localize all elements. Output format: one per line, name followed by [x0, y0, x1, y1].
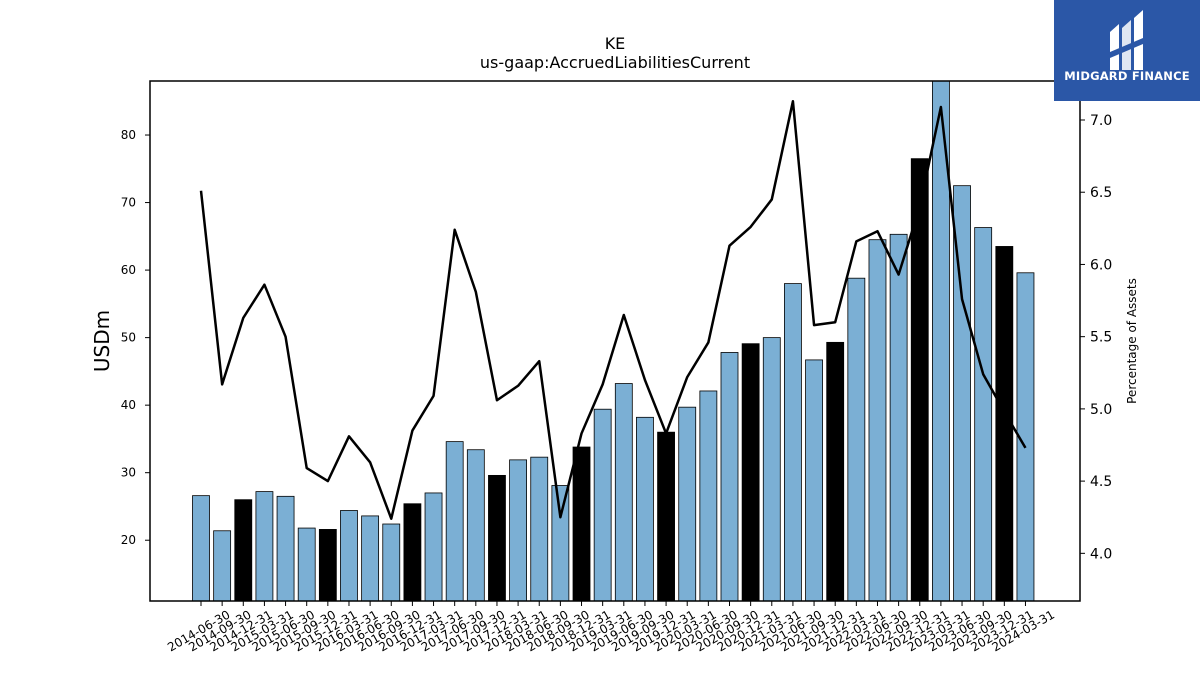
x-axis: 2014-06-302014-09-302014-12-312015-03-31…	[165, 601, 1057, 654]
bar-2019-09-30	[636, 416, 654, 602]
bar-2015-06-30	[276, 495, 295, 602]
bar-2016-09-30	[382, 523, 401, 602]
y-tick-label: 70	[121, 196, 136, 210]
bar-2014-09-30	[213, 530, 232, 602]
y-tick-label: 50	[121, 331, 136, 345]
bar-2015-03-31	[255, 491, 274, 602]
chart-title: KE	[605, 34, 626, 53]
bar-2018-03-31	[509, 459, 528, 602]
bar-2018-06-30	[530, 456, 549, 602]
bar-2017-09-30	[466, 449, 485, 602]
bar-2019-12-31	[657, 431, 675, 602]
bar-2021-09-30	[805, 359, 823, 602]
bar-2021-03-31	[762, 337, 781, 602]
bar-2019-06-30	[614, 383, 633, 602]
bar-2022-03-31	[847, 277, 866, 602]
chart-subtitle: us-gaap:AccruedLiabilitiesCurrent	[480, 53, 750, 72]
bar-2022-06-30	[868, 239, 887, 602]
bar-2017-12-31	[488, 474, 506, 602]
bar-series	[192, 80, 1035, 602]
bar-2015-12-31	[318, 529, 337, 602]
y-axis-label: USDm	[90, 310, 114, 372]
bar-2014-06-30	[192, 495, 210, 602]
y-axis-right: 4.0 4.5 5.0 5.5 6.0 6.5 7.0	[1080, 113, 1112, 562]
bar-2019-03-31	[593, 408, 612, 602]
y2-tick-label: 5.0	[1090, 402, 1112, 418]
y2-tick-label: 5.5	[1090, 330, 1112, 346]
y-tick-label: 60	[121, 263, 136, 277]
y2-tick-label: 7.0	[1090, 113, 1112, 129]
bar-2018-09-30	[551, 485, 570, 602]
y2-tick-label: 6.0	[1090, 257, 1112, 273]
bar-2016-12-31	[403, 503, 422, 602]
y-tick-label: 80	[121, 128, 136, 142]
plot-frame	[149, 80, 1081, 602]
bar-2020-12-31	[741, 343, 760, 602]
line-series	[199, 99, 1027, 520]
bar-2016-06-30	[361, 515, 380, 602]
percentage-line	[199, 99, 1027, 520]
bar-2018-12-31	[572, 446, 591, 602]
y2-tick-label: 6.5	[1090, 185, 1112, 201]
bar-2015-09-30	[297, 527, 316, 602]
bar-2020-09-30	[720, 352, 739, 602]
brand-logo: MIDGARD FINANCE	[1054, 0, 1200, 101]
bar-2017-06-30	[445, 441, 464, 602]
brand-name: MIDGARD FINANCE	[1064, 69, 1190, 83]
y-tick-label: 20	[121, 533, 136, 547]
bar-2021-12-31	[826, 341, 845, 602]
y-axis-left: 20 30 40 50 60 70 80	[121, 128, 150, 547]
y-tick-label: 30	[121, 466, 136, 480]
bar-2020-03-31	[678, 406, 697, 602]
midgard-logo-icon	[1110, 10, 1143, 70]
bar-2020-06-30	[699, 390, 718, 602]
bar-2017-03-31	[424, 492, 443, 602]
bar-2022-09-30	[889, 233, 908, 602]
bar-2014-12-31	[234, 499, 253, 602]
y2-tick-label: 4.5	[1090, 474, 1112, 490]
y-tick-label: 40	[121, 398, 136, 412]
y2-axis-label: Percentage of Assets	[1125, 278, 1139, 404]
bar-2023-09-30	[974, 227, 993, 602]
bar-2016-03-31	[340, 510, 358, 602]
y2-tick-label: 4.0	[1090, 546, 1112, 562]
bar-2021-06-30	[784, 283, 802, 602]
